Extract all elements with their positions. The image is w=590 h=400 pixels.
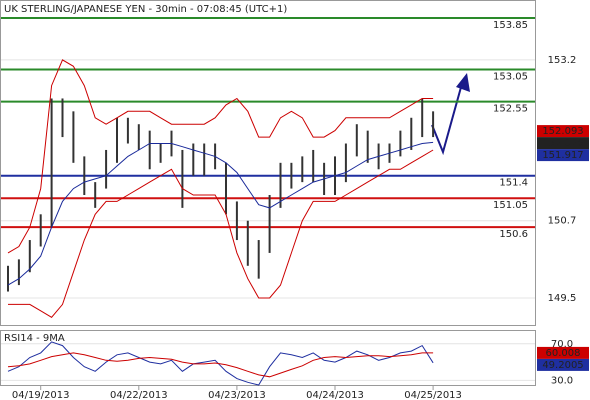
y-tick-label: 70.0 — [551, 339, 573, 350]
series-line — [7, 341, 434, 386]
x-tick-label: 04/23/2013 — [208, 390, 266, 400]
x-tick-label: 04/25/2013 — [404, 390, 462, 400]
value-box — [537, 358, 589, 371]
x-tick-label: 04/24/2013 — [306, 390, 364, 400]
x-tick-label: 04/22/2013 — [110, 390, 168, 400]
y-tick-label: 153.2 — [548, 55, 577, 66]
y-tick-label: 150.7 — [548, 216, 577, 227]
value-box-label: 152.093 — [542, 126, 583, 137]
series-line — [7, 352, 434, 378]
value-box-label: 60.008 — [546, 348, 581, 359]
price-frame — [0, 0, 536, 326]
level-label: 153.85 — [493, 20, 528, 31]
forecast-arrow — [431, 79, 464, 156]
series-line — [7, 59, 434, 254]
level-label: 152.55 — [493, 104, 528, 115]
series-line — [7, 141, 434, 286]
y-tick-label: 149.5 — [548, 293, 577, 304]
value-box-label: 152.026 — [542, 138, 583, 149]
rsi-title: RSI14 - 9MA — [4, 333, 65, 344]
y-tick-label: 30.0 — [551, 375, 573, 386]
x-tick-label: 04/19/2013 — [12, 390, 70, 400]
level-label: 153.05 — [493, 72, 528, 83]
value-box — [537, 125, 589, 138]
level-label: 151.05 — [493, 200, 528, 211]
level-label: 151.4 — [499, 178, 528, 189]
value-box — [537, 346, 589, 359]
arrow-head — [456, 73, 470, 92]
value-box — [537, 149, 589, 162]
rsi-frame — [0, 330, 536, 386]
level-label: 150.6 — [499, 229, 528, 240]
series-line — [8, 149, 434, 318]
value-box — [537, 137, 589, 150]
value-box-label: 151.917 — [542, 150, 583, 161]
chart-title: UK STERLING/JAPANESE YEN - 30min - 07:08… — [4, 4, 287, 15]
value-box-label: 49.2005 — [542, 360, 583, 371]
